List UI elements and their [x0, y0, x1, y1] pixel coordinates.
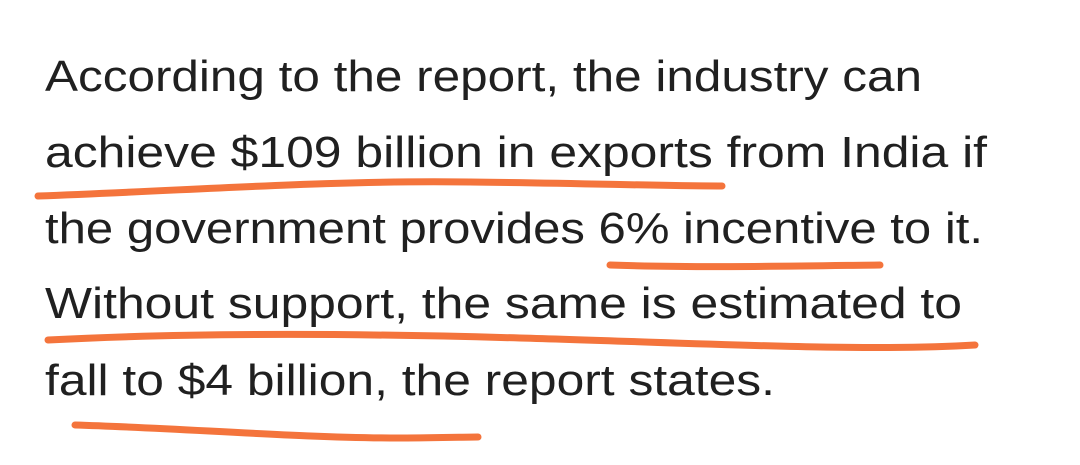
hand-underline [34, 178, 726, 200]
text-line: According to the report, the industry ca… [45, 52, 922, 101]
text-line: fall to $4 billion, the report states. [45, 356, 775, 405]
hand-underline [44, 331, 979, 352]
text-line: achieve $109 billion in exports from Ind… [45, 128, 988, 177]
text-line: the government provides 6% incentive to … [45, 204, 983, 253]
text-line: Without support, the same is estimated t… [45, 279, 962, 328]
hand-underline [606, 261, 884, 271]
hand-underline [71, 421, 482, 442]
